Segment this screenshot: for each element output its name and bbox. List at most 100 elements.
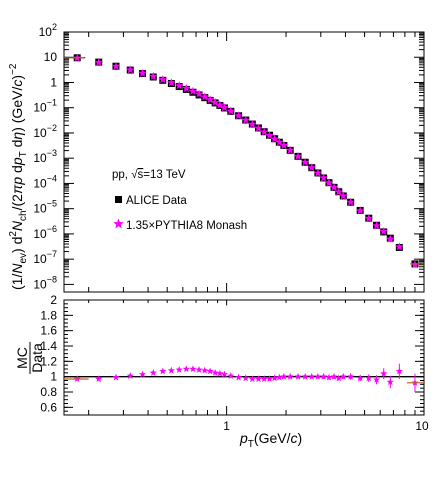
spectrum-y-tick-label: 102 xyxy=(39,22,57,39)
ratio-data-marks xyxy=(64,363,424,392)
pythia-point xyxy=(395,242,404,251)
ratio-point xyxy=(372,375,381,383)
ratio-point xyxy=(286,372,294,380)
ratio-panel: 0.60.811.21.41.61.82 MC Data 1 10 pT(GeV… xyxy=(14,293,429,450)
legend-marker-alice-data xyxy=(115,196,122,203)
ratio-y-tick-label: 1.6 xyxy=(40,324,57,338)
ratio-point xyxy=(314,372,322,380)
pythia-point xyxy=(324,178,334,187)
ratio-point xyxy=(206,367,214,375)
pythia-point xyxy=(226,106,236,115)
legend: ALICE Data 1.35×PYTHIA8 Monash xyxy=(113,195,247,232)
pythia-point xyxy=(241,115,251,124)
spectrum-y-axis-title: (1/Nev) d2Nch/(2πp dpT dη) (GeV/c)−2 xyxy=(8,63,29,290)
pythia-point xyxy=(285,145,295,154)
spectrum-y-tick-label: 10−4 xyxy=(33,173,57,190)
legend-label-alice-data: ALICE Data xyxy=(126,195,187,207)
legend-label-pythia: 1.35×PYTHIA8 Monash xyxy=(126,220,247,232)
ratio-point xyxy=(335,374,343,382)
ratio-y-axis-title: MC Data xyxy=(14,342,45,374)
pythia-point xyxy=(259,127,269,136)
pythia-point xyxy=(234,111,243,120)
x-tick-label-1: 1 xyxy=(223,419,230,433)
pythia-point xyxy=(167,78,176,87)
ratio-plot-frame xyxy=(63,299,425,416)
pythia-point xyxy=(346,197,355,206)
pythia-point xyxy=(194,89,204,98)
ratio-point xyxy=(294,372,302,380)
pythia-point xyxy=(215,100,225,109)
pythia-point xyxy=(313,168,323,177)
x-axis-title: pT(GeV/c) xyxy=(239,430,302,450)
spectrum-y-tick-label: 10−1 xyxy=(33,98,57,115)
pythia-point xyxy=(210,97,220,107)
ratio-point xyxy=(149,369,157,376)
ratio-y-tick-label: 1.4 xyxy=(40,339,57,353)
pythia-point xyxy=(248,119,257,128)
ratio-y-tick-label: 2 xyxy=(50,293,57,307)
pythia-point xyxy=(275,137,284,146)
pythia-point xyxy=(379,226,388,236)
spectrum-y-tick-label: 10−5 xyxy=(33,199,57,216)
pythia-point xyxy=(339,191,348,200)
ratio-point xyxy=(195,365,203,373)
pythia-point xyxy=(329,182,339,191)
pythia-point xyxy=(188,86,198,95)
spectrum-y-tick-label: 10 xyxy=(44,50,58,64)
ratio-y-tick-label: 1 xyxy=(50,370,57,384)
ratio-point xyxy=(201,366,209,374)
pythia-point xyxy=(200,92,210,101)
pythia-point xyxy=(220,103,229,112)
pythia-point xyxy=(148,71,158,81)
ratio-point xyxy=(159,367,167,375)
ratio-point xyxy=(138,370,147,378)
legend-marker-pythia xyxy=(113,218,124,229)
spectrum-axis-ticks xyxy=(64,31,425,292)
ratio-point xyxy=(356,374,364,382)
pythia-point xyxy=(94,57,104,67)
pythia-point xyxy=(372,221,381,230)
pythia-point xyxy=(254,123,263,132)
ratio-point xyxy=(270,374,279,382)
pythia-point xyxy=(334,187,344,196)
pythia-point xyxy=(293,151,303,161)
pythia-point xyxy=(158,75,168,84)
ratio-point xyxy=(248,375,256,383)
x-tick-label-10: 10 xyxy=(415,419,429,433)
ratio-point xyxy=(126,372,134,379)
pythia-point xyxy=(279,140,289,150)
ratio-point xyxy=(380,369,388,377)
ratio-point xyxy=(167,366,175,374)
pythia-point xyxy=(364,213,374,223)
pythia-point xyxy=(300,157,310,166)
spectrum-y-tick-label: 10−7 xyxy=(33,249,57,266)
ratio-point xyxy=(182,365,190,373)
spectrum-y-tick-label: 10−8 xyxy=(33,274,57,291)
ratio-point xyxy=(386,378,394,386)
spectrum-data-marks xyxy=(64,53,424,269)
ratio-label-numerator: MC xyxy=(14,347,30,369)
ratio-point xyxy=(365,374,373,382)
ratio-label-denominator: Data xyxy=(29,343,45,373)
ratio-point xyxy=(211,369,219,376)
ratio-point xyxy=(265,375,274,383)
spectrum-y-tick-label: 10−3 xyxy=(33,148,57,165)
ratio-point xyxy=(308,372,316,380)
ratio-point xyxy=(319,372,328,380)
ratio-point xyxy=(325,373,333,381)
ratio-point xyxy=(339,372,347,380)
pythia-point xyxy=(111,61,121,71)
ratio-point xyxy=(189,365,197,373)
pythia-point xyxy=(205,95,215,104)
ratio-y-tick-label: 1.2 xyxy=(40,354,57,368)
ratio-point xyxy=(347,372,355,380)
pythia-point xyxy=(265,131,274,140)
spectrum-y-tick-label: 10−6 xyxy=(33,224,57,241)
spectrum-panel: 102 10 1 10−1 10−2 10−3 10−4 10−5 10−6 10−7 10−8 (… xyxy=(8,22,425,293)
pythia-point xyxy=(174,81,184,90)
ratio-point xyxy=(175,365,183,373)
ratio-point xyxy=(227,372,235,379)
pythia-point xyxy=(386,234,395,243)
ratio-y-tick-labels: 0.60.81 1.21.41.6 1.82 xyxy=(40,293,57,414)
